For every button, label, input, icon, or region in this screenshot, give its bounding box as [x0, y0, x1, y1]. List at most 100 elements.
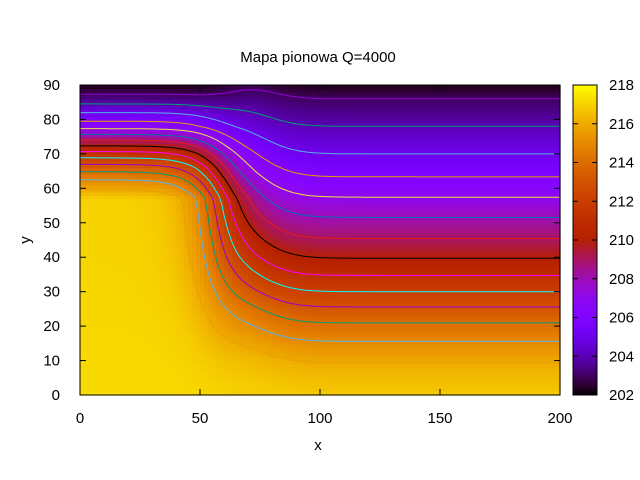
heat-cell [252, 236, 257, 241]
heat-cell [196, 288, 201, 293]
heat-cell [88, 181, 93, 186]
heat-cell [152, 174, 157, 179]
heat-cell [156, 339, 161, 344]
heat-cell [140, 388, 145, 393]
heat-cell [256, 291, 261, 296]
heat-cell [84, 384, 89, 389]
heat-cell [188, 91, 193, 96]
heat-cell [256, 174, 261, 179]
heat-cell [108, 322, 113, 327]
heat-cell [88, 136, 93, 141]
heat-cell [108, 229, 113, 234]
heat-cell [100, 277, 105, 282]
heat-cell [260, 295, 265, 300]
heat-cell [236, 384, 241, 389]
heat-cell [160, 322, 165, 327]
heat-cell [104, 284, 109, 289]
heat-cell [168, 319, 173, 324]
heat-cell [284, 98, 289, 103]
heat-cell [112, 350, 117, 355]
heat-cell [196, 343, 201, 348]
heat-cell [148, 233, 153, 238]
heat-cell [272, 329, 277, 334]
heat-cell [116, 129, 121, 134]
heat-cell [256, 202, 261, 207]
heat-cell [200, 391, 205, 396]
heat-cell [232, 102, 237, 107]
heat-cell [176, 353, 181, 358]
heat-cell [236, 136, 241, 141]
heat-cell [216, 160, 221, 165]
heat-cell [220, 277, 225, 282]
heat-cell [284, 350, 289, 355]
heat-cell [260, 85, 265, 90]
heat-cell [268, 198, 273, 203]
heat-cell [292, 219, 297, 224]
heat-cell [296, 129, 301, 134]
heat-cell [176, 284, 181, 289]
heat-cell [172, 95, 177, 100]
heat-cell [108, 315, 113, 320]
heat-cell [88, 322, 93, 327]
heat-cell [240, 153, 245, 158]
heat-cell [204, 391, 209, 396]
heat-cell [136, 357, 141, 362]
heat-cell [84, 388, 89, 393]
heat-cell [108, 157, 113, 162]
heat-cell [104, 188, 109, 193]
heat-cell [216, 339, 221, 344]
heat-cell [96, 160, 101, 165]
heat-cell [120, 388, 125, 393]
heat-cell [84, 98, 89, 103]
heat-cell [124, 219, 129, 224]
heat-cell [132, 164, 137, 169]
heat-cell [100, 215, 105, 220]
heat-cell [184, 109, 189, 114]
heat-cell [272, 136, 277, 141]
heat-cell [184, 219, 189, 224]
heat-cell [128, 88, 133, 93]
heat-cell [204, 109, 209, 114]
heat-cell [180, 288, 185, 293]
heat-cell [144, 295, 149, 300]
heat-cell [272, 381, 277, 386]
heat-cell [280, 291, 285, 296]
heat-cell [188, 136, 193, 141]
heat-cell [300, 353, 305, 358]
heat-cell [184, 153, 189, 158]
heat-cell [268, 181, 273, 186]
heat-cell [252, 281, 257, 286]
heat-cell [140, 277, 145, 282]
heat-cell [204, 315, 209, 320]
heat-cell [292, 295, 297, 300]
heat-cell [248, 205, 253, 210]
heat-cell [92, 271, 97, 276]
heat-cell [292, 153, 297, 158]
heat-cell [244, 195, 249, 200]
heat-cell [224, 246, 229, 251]
heat-cell [152, 274, 157, 279]
heat-cell [288, 140, 293, 145]
heat-cell [168, 271, 173, 276]
heat-cell [176, 319, 181, 324]
heat-cell [264, 222, 269, 227]
heat-cell [296, 277, 301, 282]
heat-cell [124, 105, 129, 110]
heat-cell [292, 346, 297, 351]
heat-cell [208, 91, 213, 96]
heat-cell [192, 353, 197, 358]
heat-cell [268, 98, 273, 103]
heat-cell [264, 226, 269, 231]
heat-cell [272, 253, 277, 258]
heat-cell [124, 322, 129, 327]
heat-cell [204, 364, 209, 369]
heat-cell [284, 85, 289, 90]
heat-cell [268, 178, 273, 183]
heat-cell [112, 147, 117, 152]
heat-cell [276, 88, 281, 93]
heat-cell [284, 198, 289, 203]
heat-cell [96, 350, 101, 355]
heat-cell [84, 246, 89, 251]
heat-cell [260, 329, 265, 334]
heat-cell [224, 343, 229, 348]
